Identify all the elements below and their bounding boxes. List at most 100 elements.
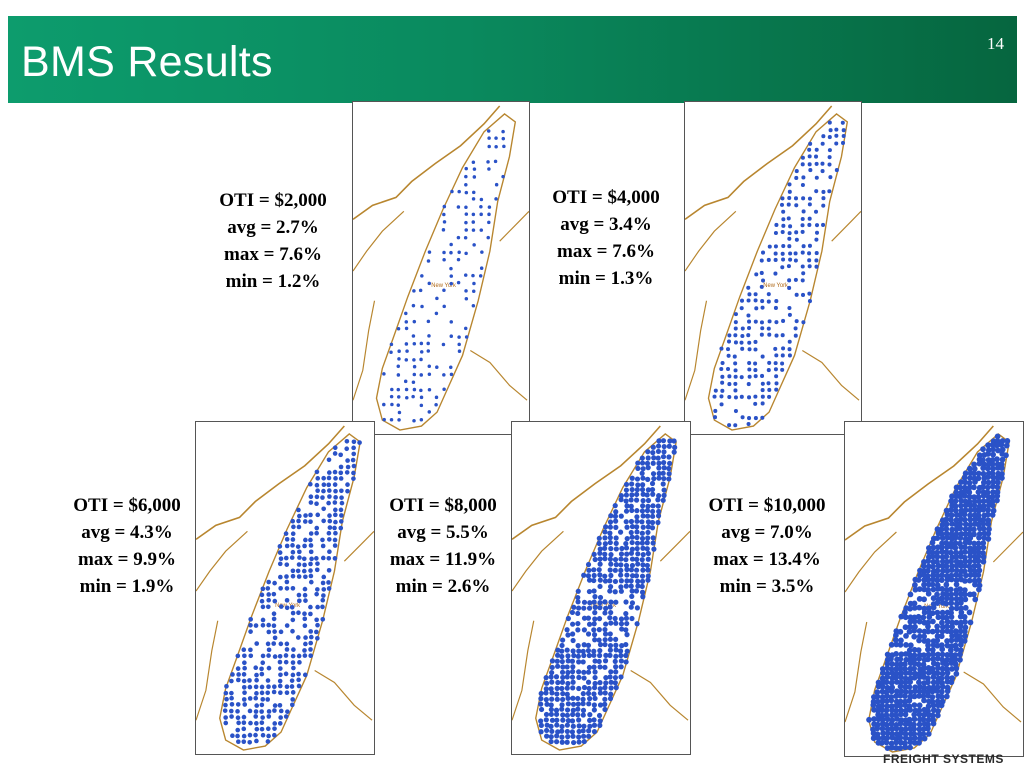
shoreline-west-inner	[512, 530, 564, 592]
facility-dot	[644, 507, 651, 514]
facility-dot	[985, 474, 991, 480]
facility-dot	[925, 567, 931, 574]
facility-dot	[870, 735, 877, 742]
facility-dot	[925, 628, 932, 635]
facility-dot	[464, 251, 468, 256]
facility-dot	[634, 529, 640, 535]
facility-dot	[339, 500, 345, 506]
facility-dot	[442, 204, 447, 209]
facility-dot	[994, 433, 1001, 440]
facility-dot	[952, 498, 959, 504]
facility-dot	[925, 558, 932, 564]
facility-dot	[986, 526, 992, 533]
facility-dot	[645, 573, 651, 579]
facility-dot	[879, 716, 886, 723]
facility-dot	[472, 281, 476, 286]
facility-dot	[618, 621, 625, 627]
facility-dot	[902, 726, 909, 733]
facility-dot	[639, 573, 646, 579]
facility-dot	[564, 685, 570, 691]
facility-dot	[332, 543, 338, 548]
facility-dot	[901, 661, 908, 668]
facility-dot	[290, 537, 296, 542]
facility-dot	[253, 714, 259, 719]
facility-dot	[501, 174, 505, 179]
facility-dot	[612, 513, 619, 519]
facility-dot	[308, 647, 313, 652]
facility-dot	[479, 228, 484, 232]
facility-dot	[607, 588, 613, 594]
facility-dot	[254, 641, 260, 646]
facility-dot	[570, 668, 576, 675]
facility-dot	[907, 623, 914, 630]
facility-dot	[975, 545, 982, 551]
facility-dot	[314, 482, 320, 488]
facility-dot	[949, 526, 955, 533]
facility-dot	[223, 715, 228, 720]
facility-dot	[629, 556, 636, 562]
facility-dot	[645, 455, 651, 461]
facility-dot	[338, 519, 344, 524]
facility-dot	[290, 518, 296, 524]
facility-dot	[597, 642, 604, 648]
facility-dot	[934, 553, 941, 560]
facility-dot	[450, 189, 454, 194]
facility-dot	[740, 333, 745, 339]
facility-dot	[953, 581, 960, 588]
facility-dot	[990, 451, 997, 458]
facility-dot	[921, 665, 927, 672]
facility-dot	[938, 544, 945, 551]
facility-dot	[480, 250, 484, 254]
facility-dot	[828, 175, 833, 180]
facility-dot	[618, 588, 624, 594]
facility-dot	[247, 678, 252, 683]
facility-dot	[747, 340, 752, 345]
facility-dot	[930, 674, 937, 680]
facility-dot	[719, 366, 724, 372]
facility-dot	[948, 507, 954, 513]
facility-dot	[814, 189, 819, 194]
facility-dot	[645, 449, 651, 455]
facility-dot	[612, 589, 618, 595]
facility-dot	[618, 556, 624, 562]
facility-dot	[995, 479, 1001, 486]
facility-dot	[471, 160, 476, 165]
facility-dot	[921, 596, 927, 603]
facility-dot	[994, 456, 1000, 463]
facility-dot	[957, 628, 964, 635]
facility-dot	[315, 635, 320, 641]
facility-dot	[565, 717, 571, 724]
facility-dot	[569, 729, 576, 735]
facility-dot	[315, 561, 320, 566]
facility-dot	[967, 526, 973, 533]
facility-dot	[411, 303, 416, 308]
facility-dot	[290, 549, 296, 555]
facility-dot	[639, 578, 646, 584]
facility-dot	[787, 236, 792, 241]
facility-dot	[345, 464, 351, 470]
facility-dot	[787, 278, 792, 283]
facility-dot	[308, 549, 314, 555]
facility-dot	[321, 518, 326, 524]
facility-dot	[902, 731, 909, 737]
facility-dot	[911, 716, 918, 723]
facility-dot	[441, 342, 446, 347]
facility-dot	[934, 633, 941, 640]
facility-dot	[321, 488, 326, 494]
facility-dot	[602, 535, 608, 541]
facility-dot	[958, 479, 964, 485]
facility-dot	[808, 141, 813, 146]
facility-dot	[435, 365, 439, 369]
facility-dot	[793, 326, 798, 331]
facility-dot	[939, 558, 946, 565]
facility-dot	[957, 511, 964, 518]
facility-dot	[435, 296, 439, 301]
facility-dot	[786, 264, 791, 269]
facility-dot	[916, 688, 923, 695]
facility-dot	[944, 534, 951, 541]
facility-dot	[607, 578, 613, 584]
facility-dot	[780, 333, 785, 338]
facility-dot	[893, 725, 900, 732]
facility-dot	[284, 574, 289, 579]
shoreline-west-inner	[353, 210, 405, 272]
